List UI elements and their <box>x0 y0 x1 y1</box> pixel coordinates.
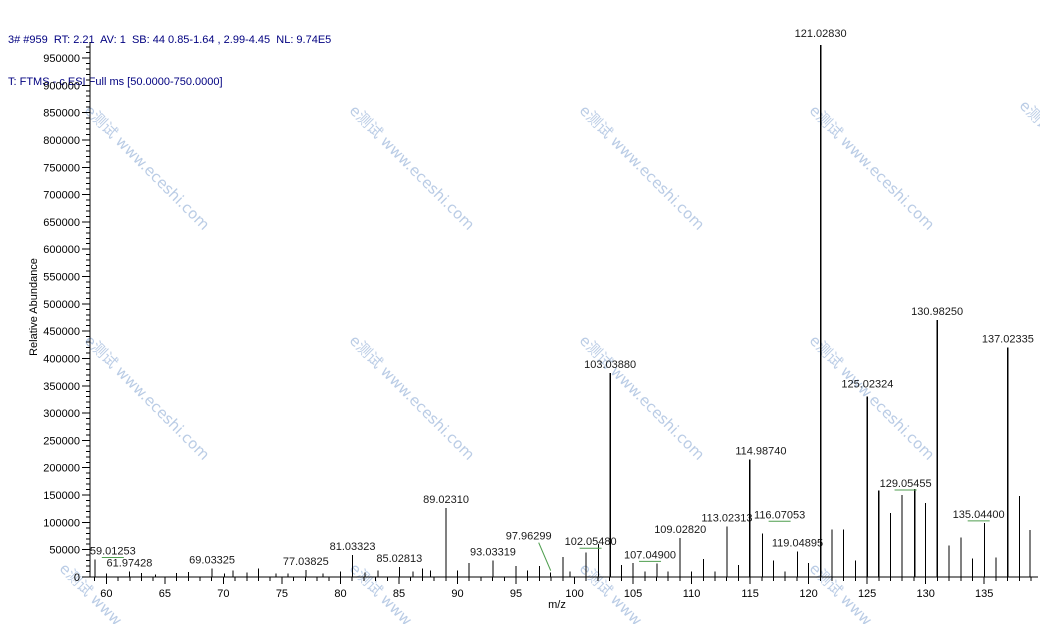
x-tick-label: 100 <box>565 588 583 600</box>
peak-label: 135.04400 <box>953 509 1005 521</box>
x-tick-label: 90 <box>451 588 463 600</box>
x-tick-label: 130 <box>916 588 934 600</box>
peak-label: 103.03880 <box>584 359 636 371</box>
peak-label: 107.04900 <box>624 549 676 561</box>
peak-label: 97.96299 <box>506 531 552 543</box>
peak-label: 77.03825 <box>283 556 329 568</box>
scan-header: 3# #959 RT: 2.21 AV: 1 SB: 44 0.85-1.64 … <box>8 5 331 117</box>
y-tick-label: 800000 <box>43 135 80 147</box>
y-tick-label: 500000 <box>43 299 80 311</box>
x-tick-label: 125 <box>858 588 876 600</box>
peak-label: 85.02813 <box>376 553 422 565</box>
y-tick-label: 300000 <box>43 408 80 420</box>
y-tick-label: 700000 <box>43 190 80 202</box>
y-tick-label: 950000 <box>43 53 80 65</box>
peak-label: 109.02820 <box>654 524 706 536</box>
y-tick-label: 600000 <box>43 244 80 256</box>
x-tick-label: 60 <box>100 588 112 600</box>
peak-label: 116.07053 <box>754 509 805 521</box>
y-tick-label: 450000 <box>43 326 80 338</box>
x-tick-label: 120 <box>799 588 817 600</box>
y-tick-label: 750000 <box>43 162 80 174</box>
peak-label: 119.04895 <box>772 537 823 549</box>
y-tick-label: 350000 <box>43 381 80 393</box>
label-leader-line <box>538 542 552 571</box>
x-tick-label: 85 <box>393 588 405 600</box>
x-tick-label: 105 <box>624 588 642 600</box>
peak-label: 102.05480 <box>565 536 617 548</box>
peak-label: 125.02324 <box>841 379 893 391</box>
y-axis-title: Relative Abundance <box>28 258 40 356</box>
peak-label: 69.03325 <box>189 554 235 566</box>
peak-label: 130.98250 <box>911 306 963 318</box>
x-tick-label: 65 <box>159 588 171 600</box>
peak-label: 59.01253 <box>90 546 136 558</box>
y-tick-label: 650000 <box>43 217 80 229</box>
peak-label: 61.97428 <box>107 558 153 570</box>
x-axis-title: m/z <box>548 599 566 611</box>
y-tick-label: 150000 <box>43 490 80 502</box>
y-tick-label: 850000 <box>43 108 80 120</box>
y-tick-label: 250000 <box>43 435 80 447</box>
y-tick-label: 900000 <box>43 80 80 92</box>
peak-label: 114.98740 <box>735 446 786 458</box>
y-tick-label: 100000 <box>43 517 80 529</box>
x-tick-label: 80 <box>334 588 346 600</box>
x-tick-label: 70 <box>217 588 229 600</box>
peak-label: 93.03319 <box>470 547 516 559</box>
x-tick-label: 110 <box>683 588 701 600</box>
peak-label: 113.02313 <box>701 513 752 525</box>
peak-label: 129.05455 <box>880 478 932 490</box>
x-tick-label: 75 <box>276 588 288 600</box>
scan-header-line2: T: FTMS - c ESI Full ms [50.0000-750.000… <box>8 76 223 88</box>
x-tick-label: 115 <box>741 588 759 600</box>
peak-label: 137.02335 <box>982 334 1034 346</box>
x-tick-label: 95 <box>510 588 522 600</box>
peak-label: 121.02830 <box>795 28 847 40</box>
y-tick-label: 400000 <box>43 353 80 365</box>
y-tick-label: 50000 <box>49 545 80 557</box>
y-tick-label: 550000 <box>43 272 80 284</box>
peak-label: 89.02310 <box>423 494 469 506</box>
scan-header-line1: 3# #959 RT: 2.21 AV: 1 SB: 44 0.85-1.64 … <box>8 34 332 46</box>
peak-label: 81.03323 <box>330 541 376 553</box>
y-tick-label: 200000 <box>43 463 80 475</box>
x-tick-label: 135 <box>975 588 993 600</box>
y-tick-label: 0 <box>74 572 80 584</box>
